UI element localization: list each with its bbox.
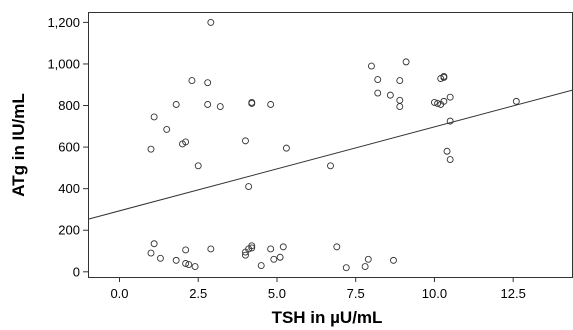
data-point — [248, 242, 256, 250]
data-point — [364, 255, 372, 263]
data-point — [440, 74, 448, 81]
x-tick-label: 5.0 — [268, 286, 286, 301]
data-point — [194, 162, 202, 170]
data-point — [257, 262, 265, 270]
data-point — [446, 93, 454, 101]
x-tick-label: 12.5 — [501, 286, 526, 301]
data-point — [188, 77, 196, 85]
data-point — [402, 58, 410, 66]
x-tick-label: 0.0 — [110, 286, 128, 301]
data-point — [267, 101, 275, 108]
y-tick-label: 200 — [58, 223, 80, 238]
data-point — [367, 62, 375, 70]
data-point — [446, 117, 454, 125]
data-point — [204, 101, 212, 108]
data-point — [156, 254, 164, 262]
data-point — [440, 97, 448, 105]
data-point — [242, 137, 249, 145]
ticks-layer: 0 200 400 600 800 1,000 1,200 0.0 2.5 5.0 7.5 10.0 1… — [47, 15, 525, 301]
y-tick-label: 800 — [58, 98, 80, 113]
data-point — [147, 145, 155, 153]
data-point — [163, 125, 171, 133]
data-point — [150, 113, 158, 121]
x-tick-label: 2.5 — [189, 286, 207, 301]
data-point — [242, 251, 249, 259]
data-point — [185, 261, 193, 268]
data-point — [191, 263, 199, 271]
plot-area — [88, 12, 573, 278]
data-point — [207, 18, 215, 26]
data-point — [182, 246, 190, 254]
data-point — [327, 162, 334, 170]
data-point — [207, 245, 215, 253]
data-point — [361, 263, 369, 271]
data-point — [512, 97, 520, 105]
data-point — [248, 244, 256, 252]
data-point — [248, 100, 256, 107]
data-point — [270, 255, 278, 263]
data-point — [279, 243, 287, 251]
data-point — [396, 77, 404, 85]
data-point — [396, 103, 404, 111]
y-axis-title: ATg in IU/mL — [9, 93, 28, 197]
trend-line — [87, 89, 573, 220]
x-axis-title: TSH in µU/mL — [272, 308, 383, 327]
data-point — [172, 256, 180, 264]
x-tick-label: 7.5 — [347, 286, 365, 301]
points-layer — [147, 18, 520, 272]
data-point — [172, 101, 180, 108]
data-point — [396, 96, 404, 104]
data-point — [390, 256, 397, 264]
data-point — [374, 89, 382, 97]
data-point — [443, 147, 451, 155]
data-point — [276, 253, 284, 261]
data-point — [342, 264, 350, 272]
data-point — [374, 76, 382, 83]
x-tick-label: 10.0 — [422, 286, 447, 301]
data-point — [446, 156, 454, 164]
data-point — [267, 245, 275, 253]
y-tick-label: 0 — [73, 264, 80, 279]
data-point — [150, 240, 158, 248]
data-point — [204, 79, 212, 87]
y-tick-label: 1,200 — [47, 15, 80, 30]
data-point — [182, 138, 190, 146]
y-tick-label: 1,000 — [47, 56, 80, 71]
y-tick-label: 400 — [58, 181, 80, 196]
data-point — [282, 144, 290, 152]
data-point — [434, 100, 442, 107]
data-point — [147, 249, 155, 257]
data-point — [216, 103, 224, 111]
data-point — [430, 98, 438, 106]
data-point — [182, 260, 190, 267]
data-point — [245, 183, 253, 191]
data-point — [333, 243, 341, 251]
y-tick-label: 600 — [58, 140, 80, 155]
data-point — [386, 91, 394, 99]
